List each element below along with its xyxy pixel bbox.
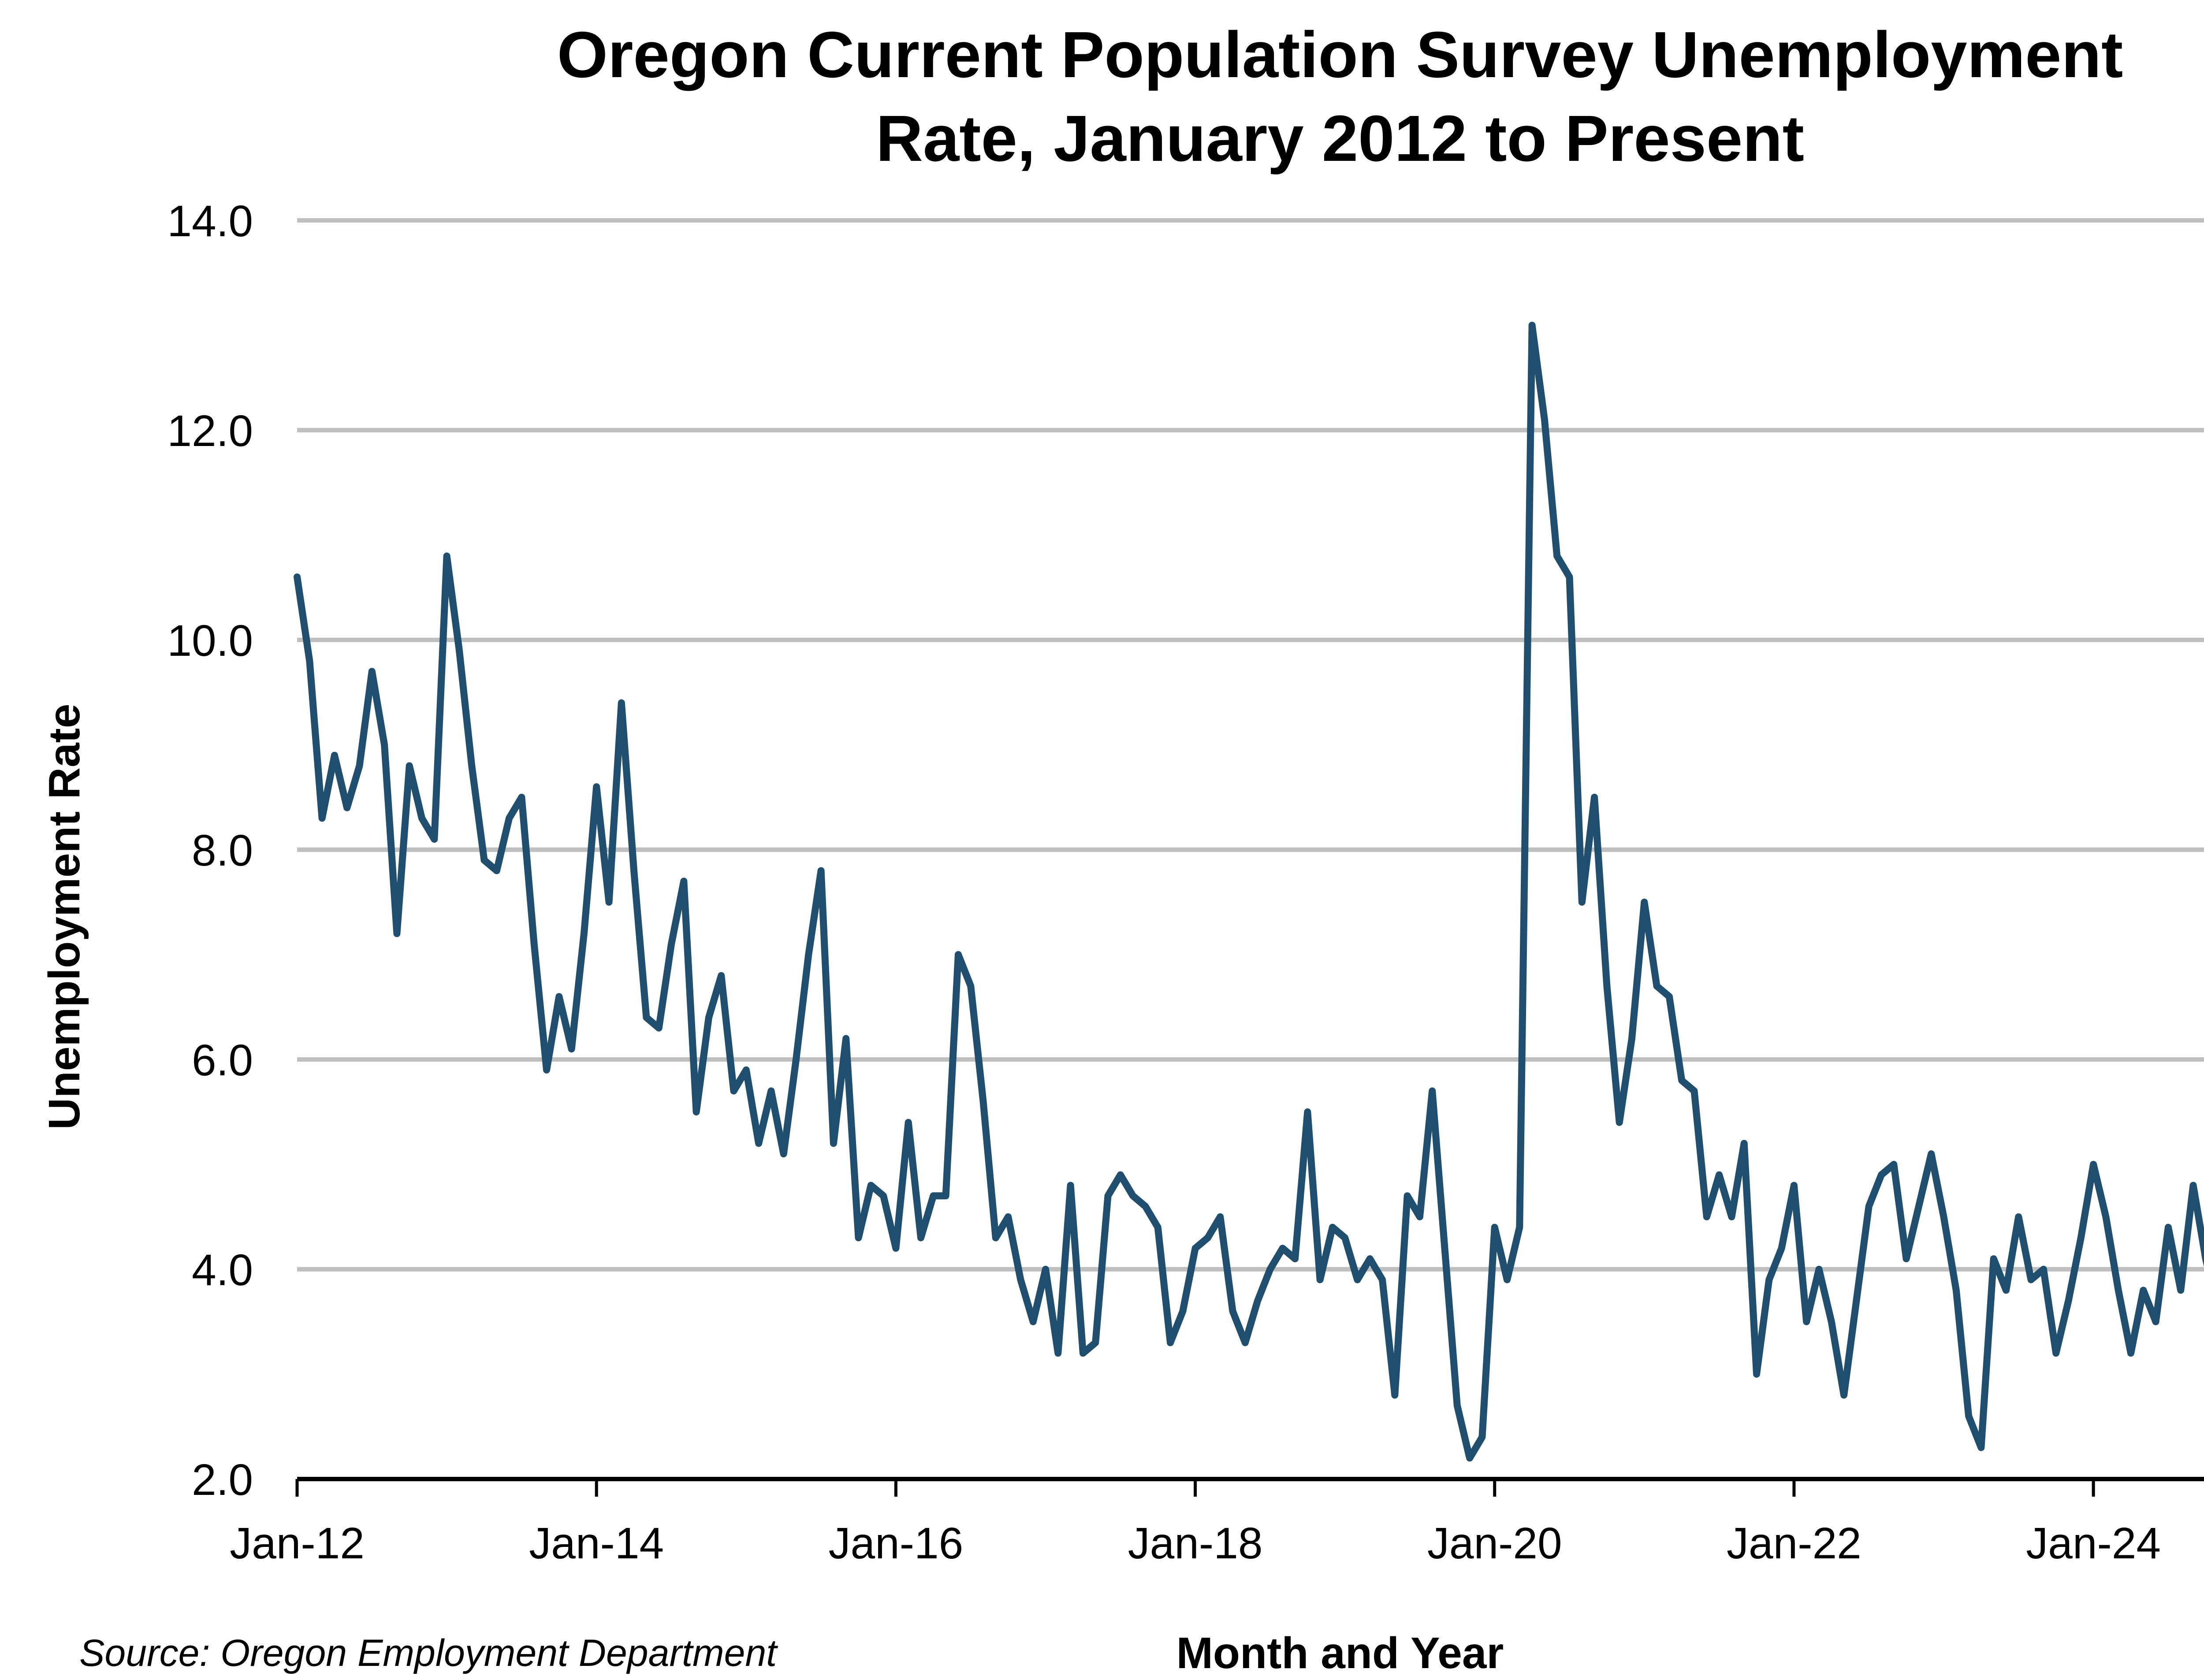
- y-tick-label: 10.0: [167, 616, 253, 665]
- x-tick-label: Jan-22: [1727, 1519, 1861, 1568]
- gridlines: [297, 218, 2204, 1271]
- y-tick-label: 4.0: [192, 1245, 253, 1295]
- x-tick-label: Jan-14: [529, 1519, 664, 1568]
- chart-title-line-2: Rate, January 2012 to Present: [876, 102, 1804, 175]
- y-tick-label: 6.0: [192, 1036, 253, 1085]
- source-note: Source: Oregon Employment Department: [79, 1632, 778, 1674]
- x-tick-label: Jan-12: [230, 1519, 365, 1568]
- y-axis-tick-labels: 2.0 4.0 6.0 8.0 10.0 12.0 14.0: [167, 197, 253, 1505]
- x-axis-ticks: Jan-12 Jan-14 Jan-16 Jan-18 Jan-20 Jan-22 Jan-…: [230, 1479, 2161, 1568]
- y-tick-label: 14.0: [167, 197, 253, 246]
- y-axis-label: Unemployment Rate: [40, 704, 89, 1130]
- x-tick-label: Jan-20: [1427, 1519, 1562, 1568]
- series-line-unemployment-rate: [294, 322, 2204, 1462]
- y-tick-label: 8.0: [192, 826, 253, 875]
- x-tick-label: Jan-16: [828, 1519, 963, 1568]
- y-tick-label: 12.0: [167, 406, 253, 456]
- x-tick-label: Jan-24: [2026, 1519, 2161, 1568]
- x-axis-label: Month and Year: [1176, 1628, 1504, 1678]
- y-tick-label: 2.0: [192, 1455, 253, 1505]
- chart-title-line-1: Oregon Current Population Survey Unemplo…: [557, 19, 2123, 91]
- x-tick-label: Jan-18: [1128, 1519, 1263, 1568]
